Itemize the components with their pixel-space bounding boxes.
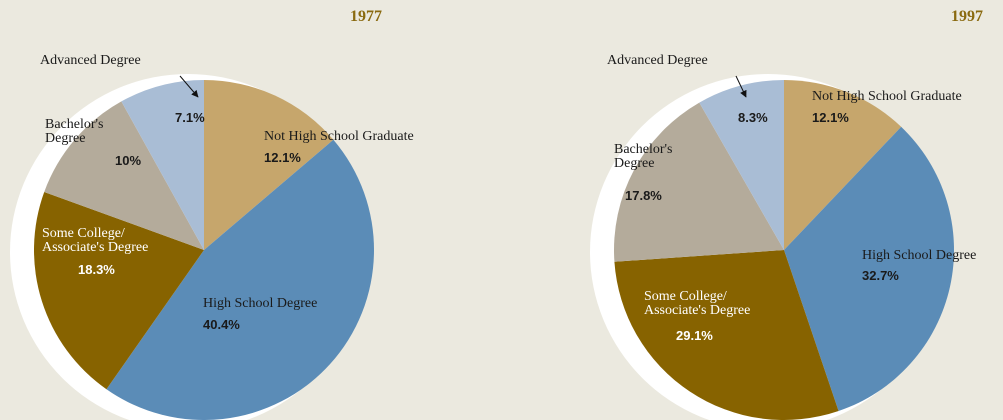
slice-name: Bachelor's Degree [45,117,104,146]
slice-value-label: 40.4% [203,317,240,332]
slice-value-label: 29.1% [676,328,713,343]
chart-title: 1977 [350,8,382,25]
pie-slice [784,126,955,412]
slice-name: Advanced Degree [40,53,141,68]
slice-name: Not High School Graduate [812,89,962,104]
slice-value-label: 18.3% [78,262,115,277]
slice-name: Advanced Degree [607,53,708,68]
slice-name: High School Degree [203,296,318,311]
slice-value-label: 17.8% [625,188,662,203]
pie-slice [614,250,839,420]
slice-value-label: 10% [115,153,142,168]
pie-slice [784,80,902,250]
slice-value-label: 32.7% [862,268,899,283]
slice-name: Not High School Graduate [264,129,414,144]
slice-name: Some College/ Associate's Degree [42,226,149,255]
arrow [179,75,199,98]
slice-value-label: 12.1% [812,110,849,125]
pie-slice [699,80,784,250]
slice-name: Some College/ Associate's Degree [644,289,751,318]
pie-slice [44,101,204,250]
slice-value-label: 12.1% [264,150,301,165]
arrow [735,75,747,98]
pie-slice [34,191,204,390]
chart-title: 1997 [951,8,983,25]
slice-name: High School Degree [862,248,977,263]
slice-value-label: 7.1% [175,110,205,125]
slice-value-label: 8.3% [738,110,768,125]
pie-slice [106,139,374,420]
slice-name: Bachelor's Degree [614,142,673,171]
pie-slice [614,102,784,262]
pie-slice [204,80,334,250]
pie-slice [121,80,204,250]
